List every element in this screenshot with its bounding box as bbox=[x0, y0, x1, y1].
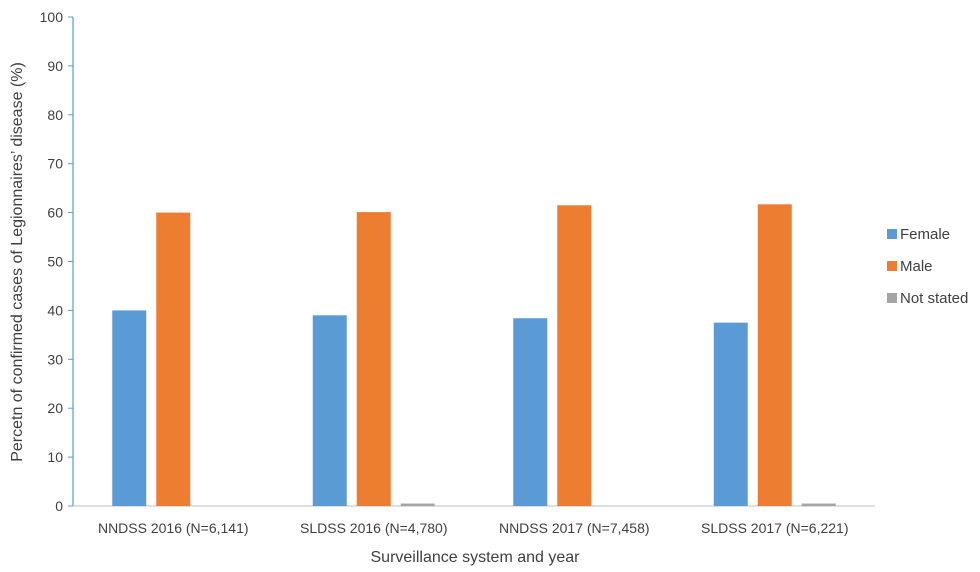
y-tick-label: 30 bbox=[47, 351, 63, 367]
y-tick-label: 80 bbox=[47, 107, 63, 123]
y-tick-label: 90 bbox=[47, 58, 63, 74]
y-tick-label: 100 bbox=[40, 9, 64, 25]
x-category-label: SLDSS 2017 (N=6,221) bbox=[701, 520, 848, 536]
x-category-label: NNDSS 2017 (N=7,458) bbox=[499, 520, 650, 536]
y-tick-label: 50 bbox=[47, 254, 63, 270]
bars-layer bbox=[112, 204, 836, 507]
bar-female bbox=[312, 315, 347, 506]
legend-swatch-male bbox=[887, 261, 897, 271]
y-tick-label: 70 bbox=[47, 156, 63, 172]
bar-male bbox=[557, 205, 592, 506]
y-tick-label: 20 bbox=[47, 400, 63, 416]
y-tick-label: 40 bbox=[47, 302, 63, 318]
x-category-label: SLDSS 2016 (N=4,780) bbox=[300, 520, 447, 536]
bar-not-stated bbox=[801, 503, 836, 506]
bar-female bbox=[513, 318, 548, 506]
bar-male bbox=[757, 204, 792, 507]
legend-swatch-not-stated bbox=[887, 293, 897, 303]
legend-label-not-stated: Not stated bbox=[900, 290, 968, 307]
bar-male bbox=[156, 212, 191, 506]
legend-label-male: Male bbox=[900, 258, 933, 275]
y-axis-title: Percetn of confirmed cases of Legionnair… bbox=[9, 62, 26, 462]
bar-not-stated bbox=[400, 503, 435, 506]
legend-swatch-female bbox=[887, 229, 897, 239]
bar-female bbox=[112, 310, 147, 506]
bar-female bbox=[713, 322, 748, 506]
y-tick-label: 0 bbox=[55, 498, 63, 514]
legend-label-female: Female bbox=[900, 226, 950, 243]
bar-male bbox=[356, 212, 391, 506]
y-tick-label: 60 bbox=[47, 205, 63, 221]
x-category-label: NNDSS 2016 (N=6,141) bbox=[98, 520, 249, 536]
x-axis-title: Surveillance system and year bbox=[371, 549, 581, 566]
labels-layer: Surveillance system and year Percetn of … bbox=[9, 62, 580, 566]
y-tick-label: 10 bbox=[47, 449, 63, 465]
legend: Female Male Not stated bbox=[887, 226, 968, 307]
axes-layer: 0 10 20 30 40 50 60 70 80 90 100 NNDSS 2016 (N=6,14… bbox=[40, 9, 875, 536]
